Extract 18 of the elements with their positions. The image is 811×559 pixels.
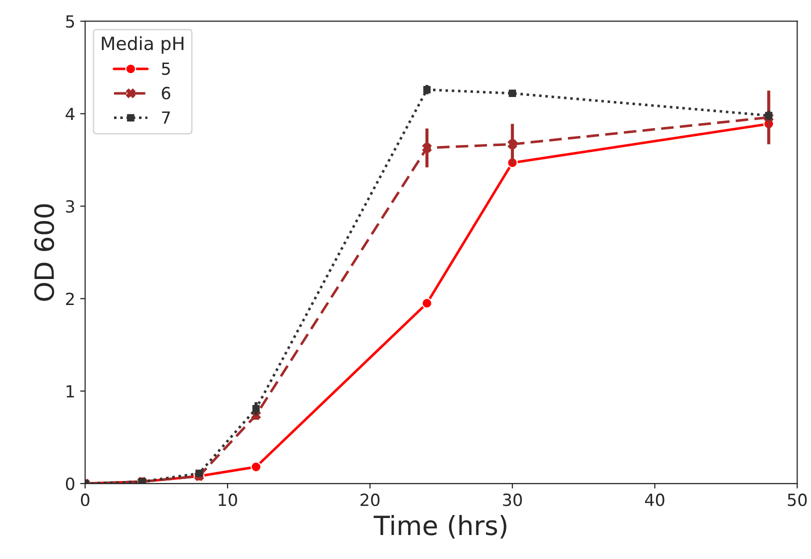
legend-label: 6	[162, 86, 170, 100]
y-tick-label: 4	[66, 108, 74, 120]
x-tick-label: 20	[360, 494, 380, 506]
x-tick-label: 40	[645, 494, 664, 506]
y-axis-title: OD 600	[34, 204, 54, 301]
legend-label: 5	[162, 62, 170, 75]
y-tick-label: 0	[66, 477, 74, 490]
legend-label: 7	[162, 111, 170, 124]
x-tick-label: 0	[80, 494, 90, 506]
x-axis-title: Time (hrs)	[374, 514, 506, 538]
y-tick-label: 3	[66, 200, 74, 213]
y-tick-label: 1	[66, 385, 74, 398]
x-tick-label: 50	[788, 494, 807, 506]
y-tick-label: 2	[66, 292, 74, 305]
y-tick-label: 5	[66, 15, 74, 28]
x-tick-label: 30	[503, 494, 522, 506]
x-tick-label: 10	[218, 494, 238, 506]
legend-title: Media pH	[102, 36, 184, 54]
